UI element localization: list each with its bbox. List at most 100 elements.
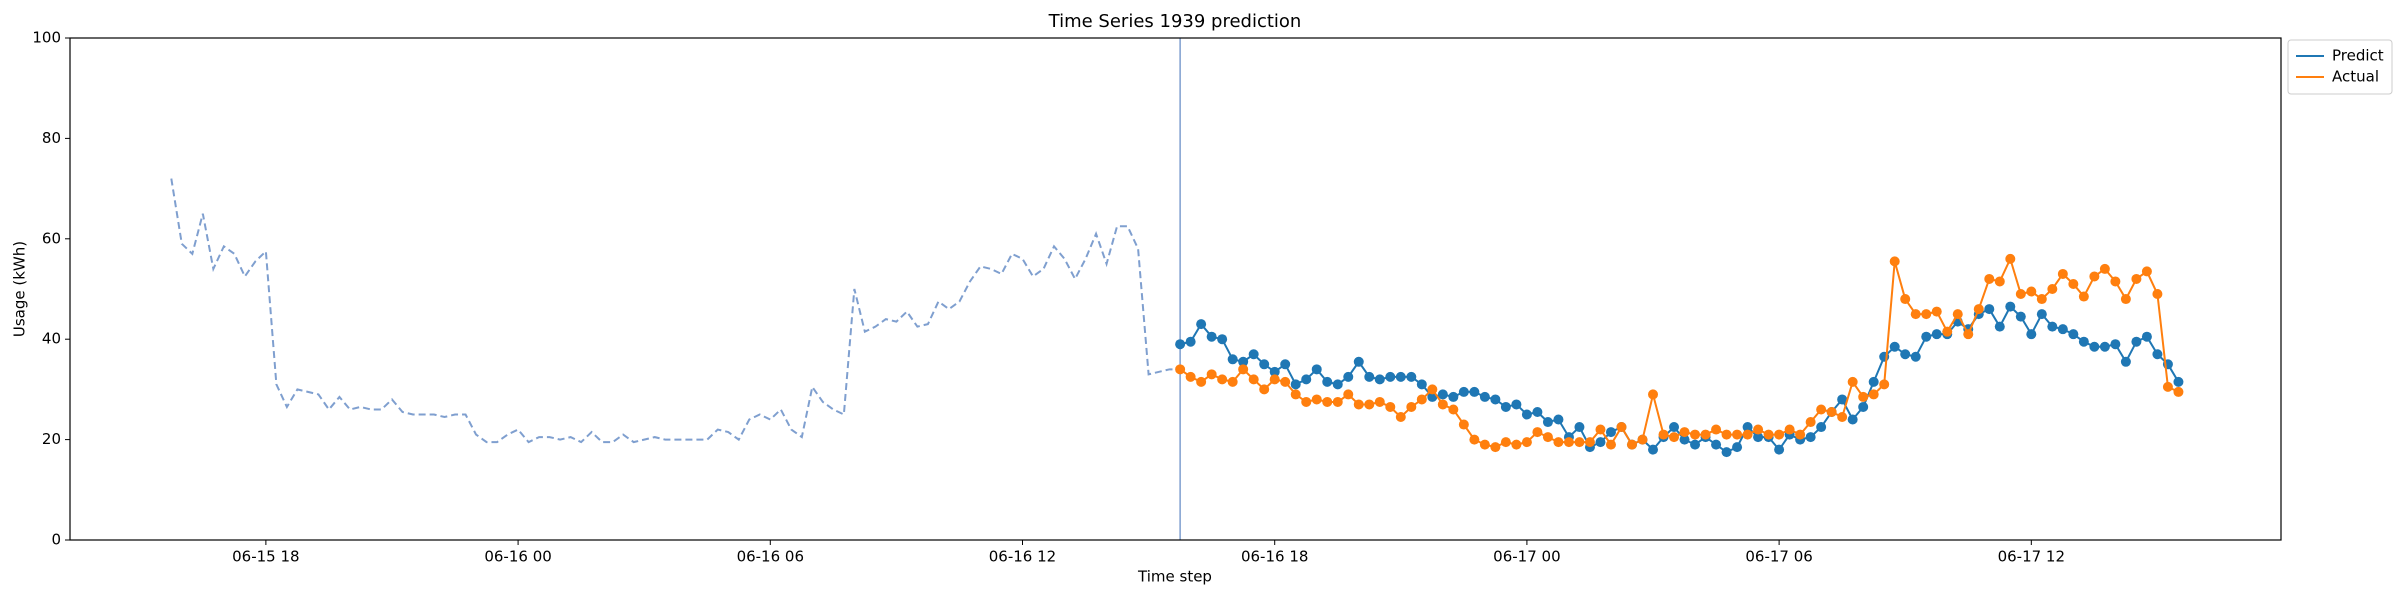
point [1427,384,1438,395]
point [1805,432,1816,443]
point [1774,444,1785,455]
point [1175,364,1186,375]
point [1711,439,1722,450]
point [1563,437,1574,448]
point [2120,294,2131,305]
point [1784,424,1795,435]
point [1206,331,1217,342]
point [1175,339,1186,350]
point [1984,273,1995,284]
y-tick-label: 100 [32,29,61,47]
point [1280,376,1291,387]
legend-box [2287,39,2393,95]
point [1500,401,1511,412]
point [1605,439,1616,450]
point [1385,401,1396,412]
point [1732,429,1743,440]
point [1984,304,1995,315]
point [2026,329,2037,340]
point [1353,356,1364,367]
point [1311,364,1322,375]
point [1332,379,1343,390]
point [2120,356,2131,367]
point [1931,306,1942,317]
point [2110,339,2121,350]
point [2026,286,2037,297]
point [1868,376,1879,387]
point [1837,394,1848,405]
point [1648,389,1659,400]
point [1910,351,1921,362]
point [1395,371,1406,382]
point [1238,356,1249,367]
point [1690,439,1701,450]
point [1269,366,1280,377]
point [1448,404,1459,415]
point [1490,442,1501,453]
point [1973,304,1984,315]
point [1374,396,1385,407]
point [2099,341,2110,352]
point [2078,336,2089,347]
point [1532,427,1543,438]
plot-frame [69,37,2282,541]
point [2099,263,2110,274]
point [1217,334,1228,345]
point [1795,429,1806,440]
point [1248,349,1259,360]
point [1416,394,1427,405]
point [1185,371,1196,382]
point [1301,396,1312,407]
point [1469,386,1480,397]
x-tick-label: 06-16 06 [737,548,804,566]
point [1385,371,1396,382]
series-line [170,178,1181,444]
point [1238,364,1249,375]
point [1658,429,1669,440]
point [1374,374,1385,385]
legend-label: Actual [2332,68,2379,86]
point [1395,412,1406,423]
point [1700,429,1711,440]
point [2141,331,2152,342]
point [1343,371,1354,382]
point [1227,354,1238,365]
point [1858,401,1869,412]
point [1889,256,1900,267]
y-tick-label: 0 [51,531,61,549]
x-tick-label: 06-16 18 [1241,548,1308,566]
point [1196,376,1207,387]
point [1574,437,1585,448]
point [1595,424,1606,435]
point [1753,432,1764,443]
point [2036,309,2047,320]
point [1206,369,1217,380]
point [1542,432,1553,443]
x-tick-label: 06-17 00 [1493,548,1560,566]
point [1406,371,1417,382]
point [1458,419,1469,430]
point [1353,399,1364,410]
point [2068,329,2079,340]
point [1816,422,1827,433]
point [1616,422,1627,433]
point [1679,434,1690,445]
point [1553,414,1564,425]
point [1185,336,1196,347]
point [1290,389,1301,400]
point [1248,374,1259,385]
point [1994,321,2005,332]
point [1542,417,1553,428]
point [1637,434,1648,445]
point [1847,414,1858,425]
point [1280,359,1291,370]
legend-label: Predict [2332,47,2384,65]
y-tick-label: 80 [42,129,61,147]
point [1521,409,1532,420]
point [1858,391,1869,402]
point [1805,417,1816,428]
point [1479,391,1490,402]
point [1416,379,1427,390]
point [1742,429,1753,440]
point [1574,422,1585,433]
